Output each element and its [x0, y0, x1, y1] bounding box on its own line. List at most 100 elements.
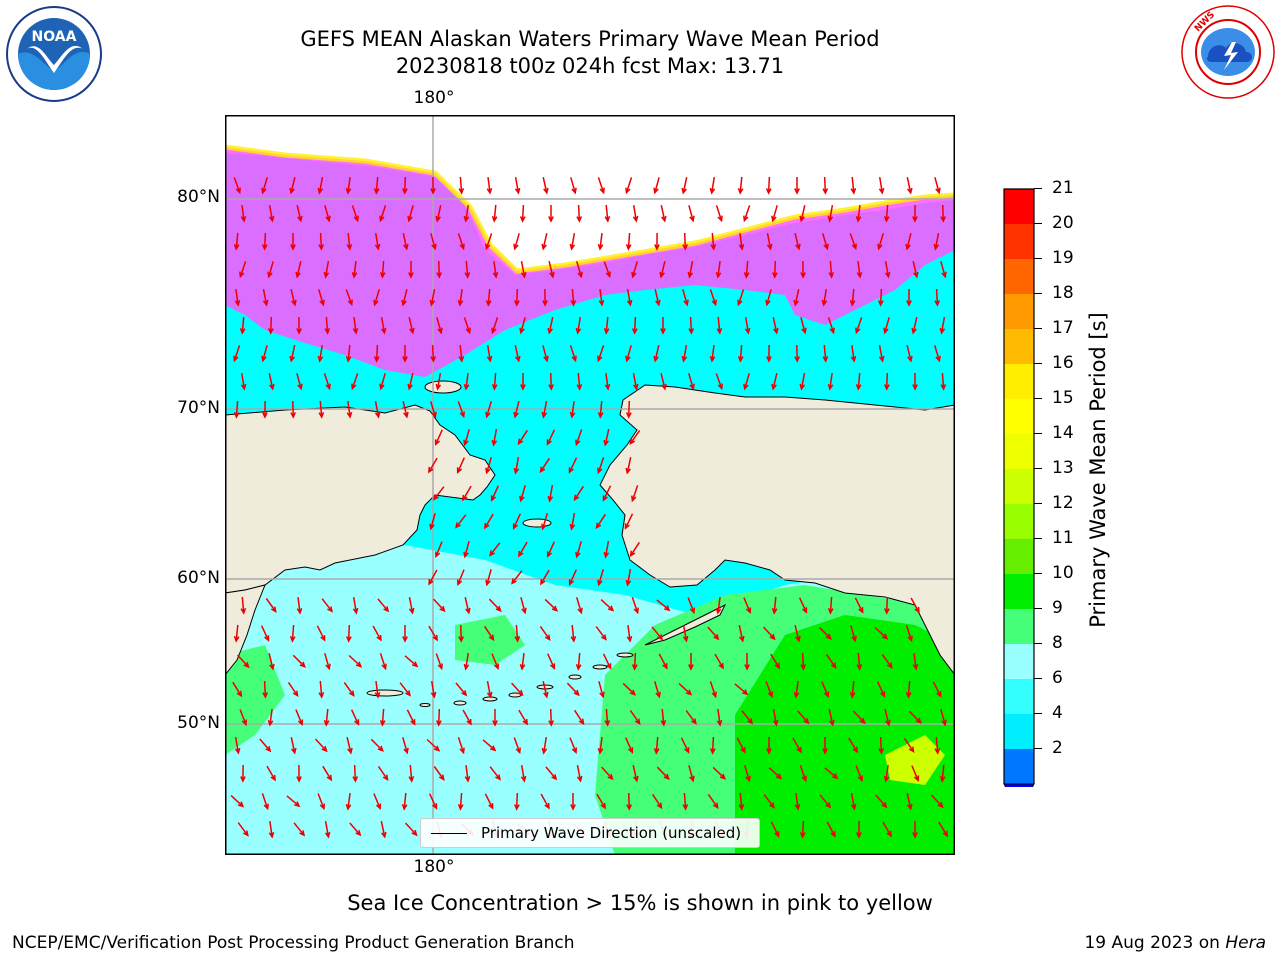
wave-arrow-head — [632, 215, 639, 223]
wave-arrow — [539, 625, 551, 641]
wave-arrow — [345, 289, 353, 305]
wave-arrow-head — [243, 830, 249, 837]
wave-arrow-head — [767, 691, 774, 699]
wave-arrow — [381, 260, 385, 278]
wave-arrow-head — [318, 412, 325, 419]
wave-arrow — [878, 344, 884, 362]
wave-arrow — [631, 597, 639, 613]
wave-arrow-head — [711, 691, 717, 699]
wave-arrow-head — [941, 719, 947, 727]
wave-arrow-head — [240, 608, 247, 615]
wave-arrow-head — [511, 578, 517, 585]
wave-arrow-head — [458, 188, 465, 195]
wave-arrow — [293, 822, 305, 836]
wave-arrow — [626, 457, 632, 473]
wave-arrow — [428, 793, 438, 809]
colorbar-segment — [1004, 609, 1034, 644]
wave-arrow — [599, 233, 603, 249]
wave-arrow-head — [235, 187, 241, 195]
wave-arrow-head — [634, 718, 641, 726]
wave-arrow — [430, 288, 436, 306]
wave-arrow — [426, 738, 440, 752]
wave-arrow-head — [878, 187, 885, 195]
wave-arrow-head — [438, 774, 445, 781]
wave-arrow-head — [570, 804, 576, 811]
wave-arrow-head — [713, 634, 720, 641]
wave-arrow — [261, 793, 269, 809]
wave-arrow — [930, 794, 944, 808]
wave-arrow — [260, 625, 270, 641]
wave-arrow — [402, 737, 408, 753]
wave-arrow-head — [912, 384, 918, 391]
wave-arrow-head — [379, 383, 385, 391]
wave-arrow-head — [830, 662, 837, 670]
sea-ice-note: Sea Ice Concentration > 15% is shown in … — [347, 891, 933, 915]
wave-arrow — [773, 260, 777, 278]
wave-arrow — [235, 400, 239, 418]
wave-arrow-head — [823, 691, 830, 698]
wave-arrow-head — [681, 355, 688, 363]
wave-arrow-head — [233, 244, 240, 251]
wave-arrow — [237, 822, 249, 836]
wave-arrow-head — [512, 523, 519, 530]
wave-arrow-head — [852, 746, 859, 754]
wave-arrow — [745, 260, 749, 278]
wave-arrow-head — [267, 271, 273, 279]
wave-arrow — [375, 344, 379, 362]
wave-arrow-head — [319, 803, 326, 811]
wave-arrow — [575, 541, 583, 557]
wave-arrow — [379, 205, 387, 221]
wave-arrow-head — [379, 720, 386, 727]
wave-arrow-head — [270, 774, 276, 782]
wave-arrow — [323, 373, 331, 389]
wave-arrow — [627, 792, 631, 810]
wave-arrow — [324, 205, 330, 221]
wave-arrow-head — [297, 215, 303, 223]
wave-arrow-head — [346, 244, 353, 251]
wave-arrow — [851, 176, 855, 194]
wave-arrow-head — [626, 299, 633, 307]
wave-arrow-head — [631, 664, 638, 671]
colorbar-tick-mark — [1034, 538, 1042, 539]
wave-arrow-head — [540, 578, 546, 586]
wave-arrow — [485, 401, 493, 417]
wave-arrow-head — [402, 356, 408, 363]
wave-arrow-head — [459, 243, 465, 251]
wave-arrow-head — [605, 271, 611, 279]
wave-arrow — [737, 289, 745, 305]
wave-arrow — [828, 204, 834, 222]
wave-arrow-head — [459, 411, 465, 419]
wave-arrow-head — [821, 299, 828, 307]
wave-arrow-head — [485, 411, 491, 419]
colorbar-tick-mark — [1034, 328, 1042, 329]
wave-arrow-head — [355, 830, 362, 837]
wave-arrow-head — [290, 412, 296, 419]
wave-arrow-head — [880, 691, 886, 698]
colorbar-tick-mark — [1034, 433, 1042, 434]
wave-arrow-head — [541, 411, 548, 419]
wave-arrow-head — [625, 187, 631, 195]
wave-arrow-head — [827, 215, 834, 223]
wave-arrow-head — [296, 607, 303, 615]
wave-arrow — [829, 372, 833, 390]
wave-arrow-head — [513, 467, 520, 475]
wave-arrow — [514, 345, 520, 361]
wave-arrow-head — [597, 467, 603, 475]
wave-arrow — [629, 541, 641, 557]
wave-arrow — [885, 596, 889, 614]
wave-arrow — [773, 596, 777, 614]
lat-label-80n: 80°N — [177, 187, 220, 207]
wave-arrow-head — [633, 607, 639, 615]
wave-arrow-head — [317, 355, 324, 363]
wave-arrow — [800, 205, 806, 221]
wave-arrow — [380, 373, 386, 389]
wave-arrow-head — [515, 355, 521, 363]
wave-arrow — [911, 765, 919, 781]
wave-arrow — [683, 232, 687, 250]
wave-arrow — [715, 205, 723, 221]
wave-arrow-head — [458, 636, 464, 643]
wave-arrow — [318, 176, 324, 194]
wave-arrow — [377, 765, 389, 781]
wave-arrow-head — [433, 745, 441, 752]
wave-arrow — [404, 822, 418, 836]
